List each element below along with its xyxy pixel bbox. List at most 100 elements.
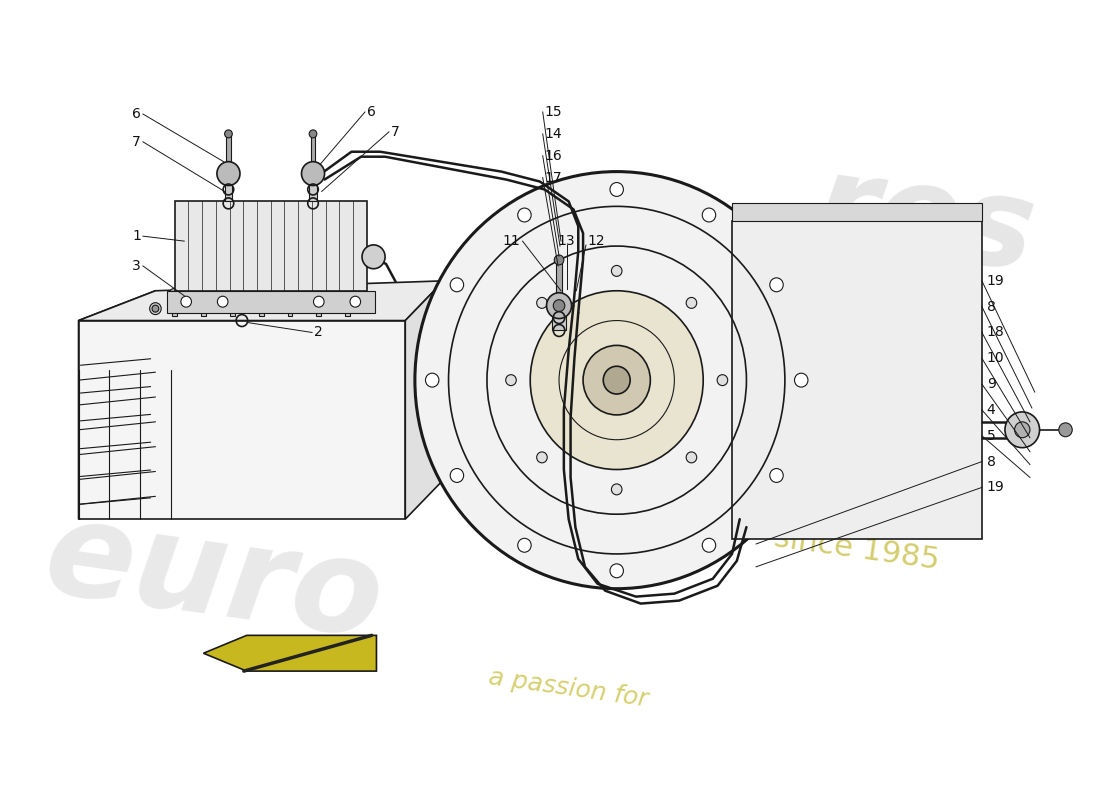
Text: 12: 12 <box>587 234 605 248</box>
Circle shape <box>537 298 547 308</box>
Polygon shape <box>204 635 376 671</box>
Bar <box>732 203 982 222</box>
Bar <box>732 222 982 539</box>
Circle shape <box>362 245 385 269</box>
Circle shape <box>612 484 621 495</box>
Bar <box>345 296 350 315</box>
Bar <box>317 296 321 315</box>
Circle shape <box>314 296 324 307</box>
Text: 19: 19 <box>987 480 1004 494</box>
Circle shape <box>296 300 303 307</box>
Bar <box>230 296 234 315</box>
Bar <box>258 296 264 315</box>
Text: euro: euro <box>36 492 389 666</box>
Bar <box>552 313 565 330</box>
Circle shape <box>553 300 564 312</box>
Text: 4: 4 <box>987 403 996 417</box>
Bar <box>201 296 206 315</box>
Text: since 1985: since 1985 <box>772 523 942 575</box>
Circle shape <box>198 288 209 299</box>
Circle shape <box>794 373 808 387</box>
Circle shape <box>450 278 463 292</box>
Text: 2: 2 <box>314 326 322 339</box>
Bar <box>287 296 293 315</box>
Circle shape <box>1059 423 1072 437</box>
Text: 18: 18 <box>987 326 1004 339</box>
Text: 7: 7 <box>132 135 141 149</box>
Circle shape <box>610 564 624 578</box>
Text: 6: 6 <box>132 107 141 121</box>
Text: 5: 5 <box>987 429 996 442</box>
Circle shape <box>150 302 162 314</box>
Circle shape <box>612 266 621 276</box>
Text: 19: 19 <box>987 274 1004 288</box>
Circle shape <box>770 469 783 482</box>
Circle shape <box>256 288 266 299</box>
Text: 9: 9 <box>987 377 996 391</box>
Circle shape <box>450 469 463 482</box>
Circle shape <box>686 298 696 308</box>
Circle shape <box>342 300 353 312</box>
Circle shape <box>169 288 180 299</box>
Circle shape <box>610 182 624 197</box>
Circle shape <box>702 538 716 552</box>
Circle shape <box>350 296 361 307</box>
Circle shape <box>314 288 324 299</box>
Circle shape <box>309 130 317 138</box>
Circle shape <box>415 171 818 589</box>
Text: 3: 3 <box>132 259 141 273</box>
Circle shape <box>770 278 783 292</box>
Circle shape <box>224 130 232 138</box>
Circle shape <box>152 305 158 312</box>
Circle shape <box>218 296 228 307</box>
Bar <box>175 202 366 290</box>
Text: 8: 8 <box>987 300 996 314</box>
Text: 16: 16 <box>544 149 562 162</box>
Circle shape <box>249 300 255 307</box>
Text: 10: 10 <box>987 351 1004 366</box>
Polygon shape <box>78 290 155 519</box>
Circle shape <box>518 208 531 222</box>
Circle shape <box>603 366 630 394</box>
Circle shape <box>198 300 209 312</box>
Text: 15: 15 <box>544 105 562 119</box>
Circle shape <box>294 298 306 310</box>
Circle shape <box>547 293 572 318</box>
Text: 17: 17 <box>544 170 562 185</box>
Text: a passion for: a passion for <box>487 665 650 711</box>
Circle shape <box>717 374 728 386</box>
Circle shape <box>583 346 650 415</box>
Bar <box>557 261 562 293</box>
Circle shape <box>200 302 207 309</box>
Polygon shape <box>78 321 405 519</box>
Circle shape <box>426 373 439 387</box>
Polygon shape <box>78 281 443 321</box>
Text: 8: 8 <box>987 454 996 469</box>
Text: 1: 1 <box>132 229 141 243</box>
Text: 13: 13 <box>558 234 575 248</box>
Circle shape <box>217 162 240 186</box>
Circle shape <box>245 298 257 310</box>
Circle shape <box>285 288 295 299</box>
Circle shape <box>1005 412 1040 448</box>
Polygon shape <box>405 281 443 519</box>
Circle shape <box>227 288 238 299</box>
Circle shape <box>301 162 324 186</box>
Bar <box>310 134 316 162</box>
Bar <box>224 174 232 202</box>
Circle shape <box>506 374 516 386</box>
Circle shape <box>686 452 696 463</box>
Circle shape <box>530 290 703 470</box>
Bar <box>309 174 317 202</box>
Bar <box>173 296 177 315</box>
Text: res: res <box>806 146 1042 297</box>
Circle shape <box>554 255 564 265</box>
Bar <box>226 134 231 162</box>
Circle shape <box>180 296 191 307</box>
Circle shape <box>342 288 353 299</box>
Text: 6: 6 <box>366 105 376 119</box>
Circle shape <box>702 208 716 222</box>
Text: 7: 7 <box>390 125 399 139</box>
Circle shape <box>518 538 531 552</box>
Text: 14: 14 <box>544 127 562 141</box>
